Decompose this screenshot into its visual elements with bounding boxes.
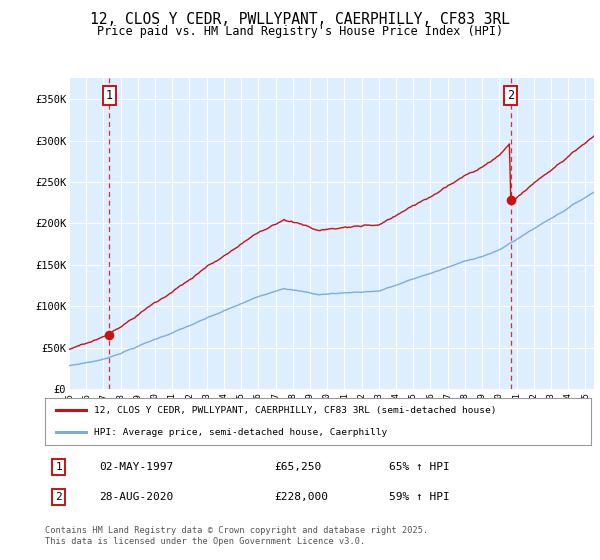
Text: 2: 2 (507, 89, 514, 102)
Text: Contains HM Land Registry data © Crown copyright and database right 2025.
This d: Contains HM Land Registry data © Crown c… (45, 526, 428, 546)
Text: 1: 1 (106, 89, 113, 102)
Text: 28-AUG-2020: 28-AUG-2020 (100, 492, 174, 502)
Text: 1: 1 (55, 462, 62, 472)
Text: £65,250: £65,250 (274, 462, 322, 472)
Point (506, 196, 515, 205)
Text: Price paid vs. HM Land Registry's House Price Index (HPI): Price paid vs. HM Land Registry's House … (97, 25, 503, 38)
Text: 59% ↑ HPI: 59% ↑ HPI (389, 492, 450, 502)
Text: 2: 2 (55, 492, 62, 502)
Text: 12, CLOS Y CEDR, PWLLYPANT, CAERPHILLY, CF83 3RL: 12, CLOS Y CEDR, PWLLYPANT, CAERPHILLY, … (90, 12, 510, 27)
Text: £228,000: £228,000 (274, 492, 328, 502)
Text: HPI: Average price, semi-detached house, Caerphilly: HPI: Average price, semi-detached house,… (94, 428, 388, 437)
Text: 12, CLOS Y CEDR, PWLLYPANT, CAERPHILLY, CF83 3RL (semi-detached house): 12, CLOS Y CEDR, PWLLYPANT, CAERPHILLY, … (94, 406, 497, 415)
Point (104, 330, 114, 339)
Text: 65% ↑ HPI: 65% ↑ HPI (389, 462, 450, 472)
Text: 02-MAY-1997: 02-MAY-1997 (100, 462, 174, 472)
